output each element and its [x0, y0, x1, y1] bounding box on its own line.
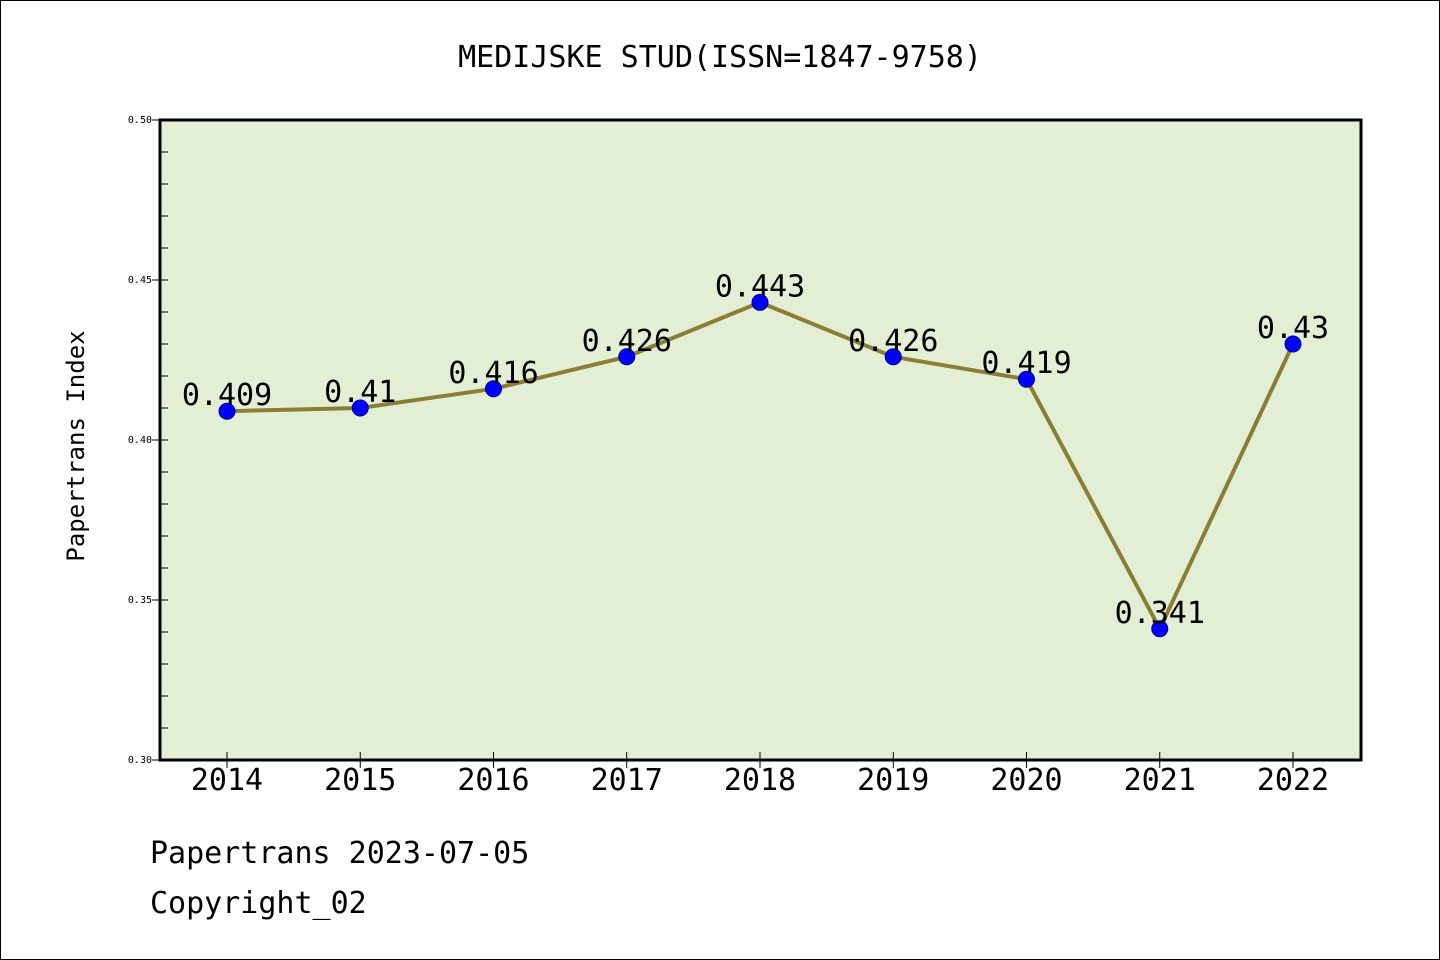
y-tick-label: 0.40 [128, 435, 152, 446]
x-tick-label: 2022 [1257, 763, 1329, 798]
y-axis-label: Papertrans Index [62, 330, 90, 561]
data-label: 0.426 [582, 324, 672, 359]
x-tick-label: 2016 [457, 763, 529, 798]
x-tick-label: 2018 [724, 763, 796, 798]
y-tick-label: 0.30 [128, 755, 152, 766]
data-label: 0.443 [715, 269, 805, 304]
data-point [1284, 335, 1302, 353]
y-tick-label: 0.50 [128, 115, 152, 126]
data-point [751, 293, 769, 311]
data-point [218, 402, 236, 420]
x-tick-label: 2020 [990, 763, 1062, 798]
y-tick-label: 0.35 [128, 595, 152, 606]
plot-area [160, 120, 1361, 760]
data-point [351, 399, 369, 417]
footer-copyright: Copyright_02 [150, 886, 367, 921]
data-label: 0.43 [1257, 311, 1329, 346]
data-point [1151, 620, 1169, 638]
plot-border [158, 118, 1363, 762]
x-axis-ticks: 2014 2015 2016 2017 2018 2019 2020 2021 2022 [191, 752, 1329, 798]
data-label: 0.426 [848, 324, 938, 359]
x-tick-label: 2017 [591, 763, 663, 798]
y-tick-label: 0.45 [128, 275, 152, 286]
data-point [1018, 370, 1035, 388]
footer-source: Papertrans 2023-07-05 [150, 836, 530, 871]
x-tick-label: 2015 [324, 763, 396, 798]
chart-title: MEDIJSKE STUD(ISSN=1847-9758) [458, 40, 982, 75]
data-point [884, 348, 902, 366]
data-labels: 0.409 0.41 0.416 0.426 0.443 0.426 0.419 0.341 0… [182, 269, 1329, 630]
data-label: 0.416 [448, 356, 538, 391]
x-tick-label: 2021 [1124, 763, 1196, 798]
data-point [618, 348, 636, 366]
data-point [485, 380, 502, 398]
x-tick-label: 2014 [191, 763, 263, 798]
data-label: 0.409 [182, 378, 272, 413]
data-label: 0.41 [324, 375, 396, 410]
series-markers [218, 293, 1302, 638]
data-label: 0.419 [981, 346, 1071, 381]
data-label: 0.341 [1115, 596, 1205, 631]
x-tick-label: 2019 [857, 763, 929, 798]
